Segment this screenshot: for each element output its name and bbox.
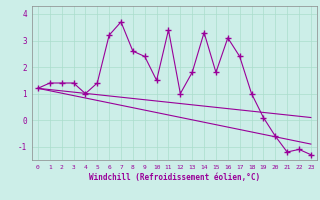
X-axis label: Windchill (Refroidissement éolien,°C): Windchill (Refroidissement éolien,°C)	[89, 173, 260, 182]
